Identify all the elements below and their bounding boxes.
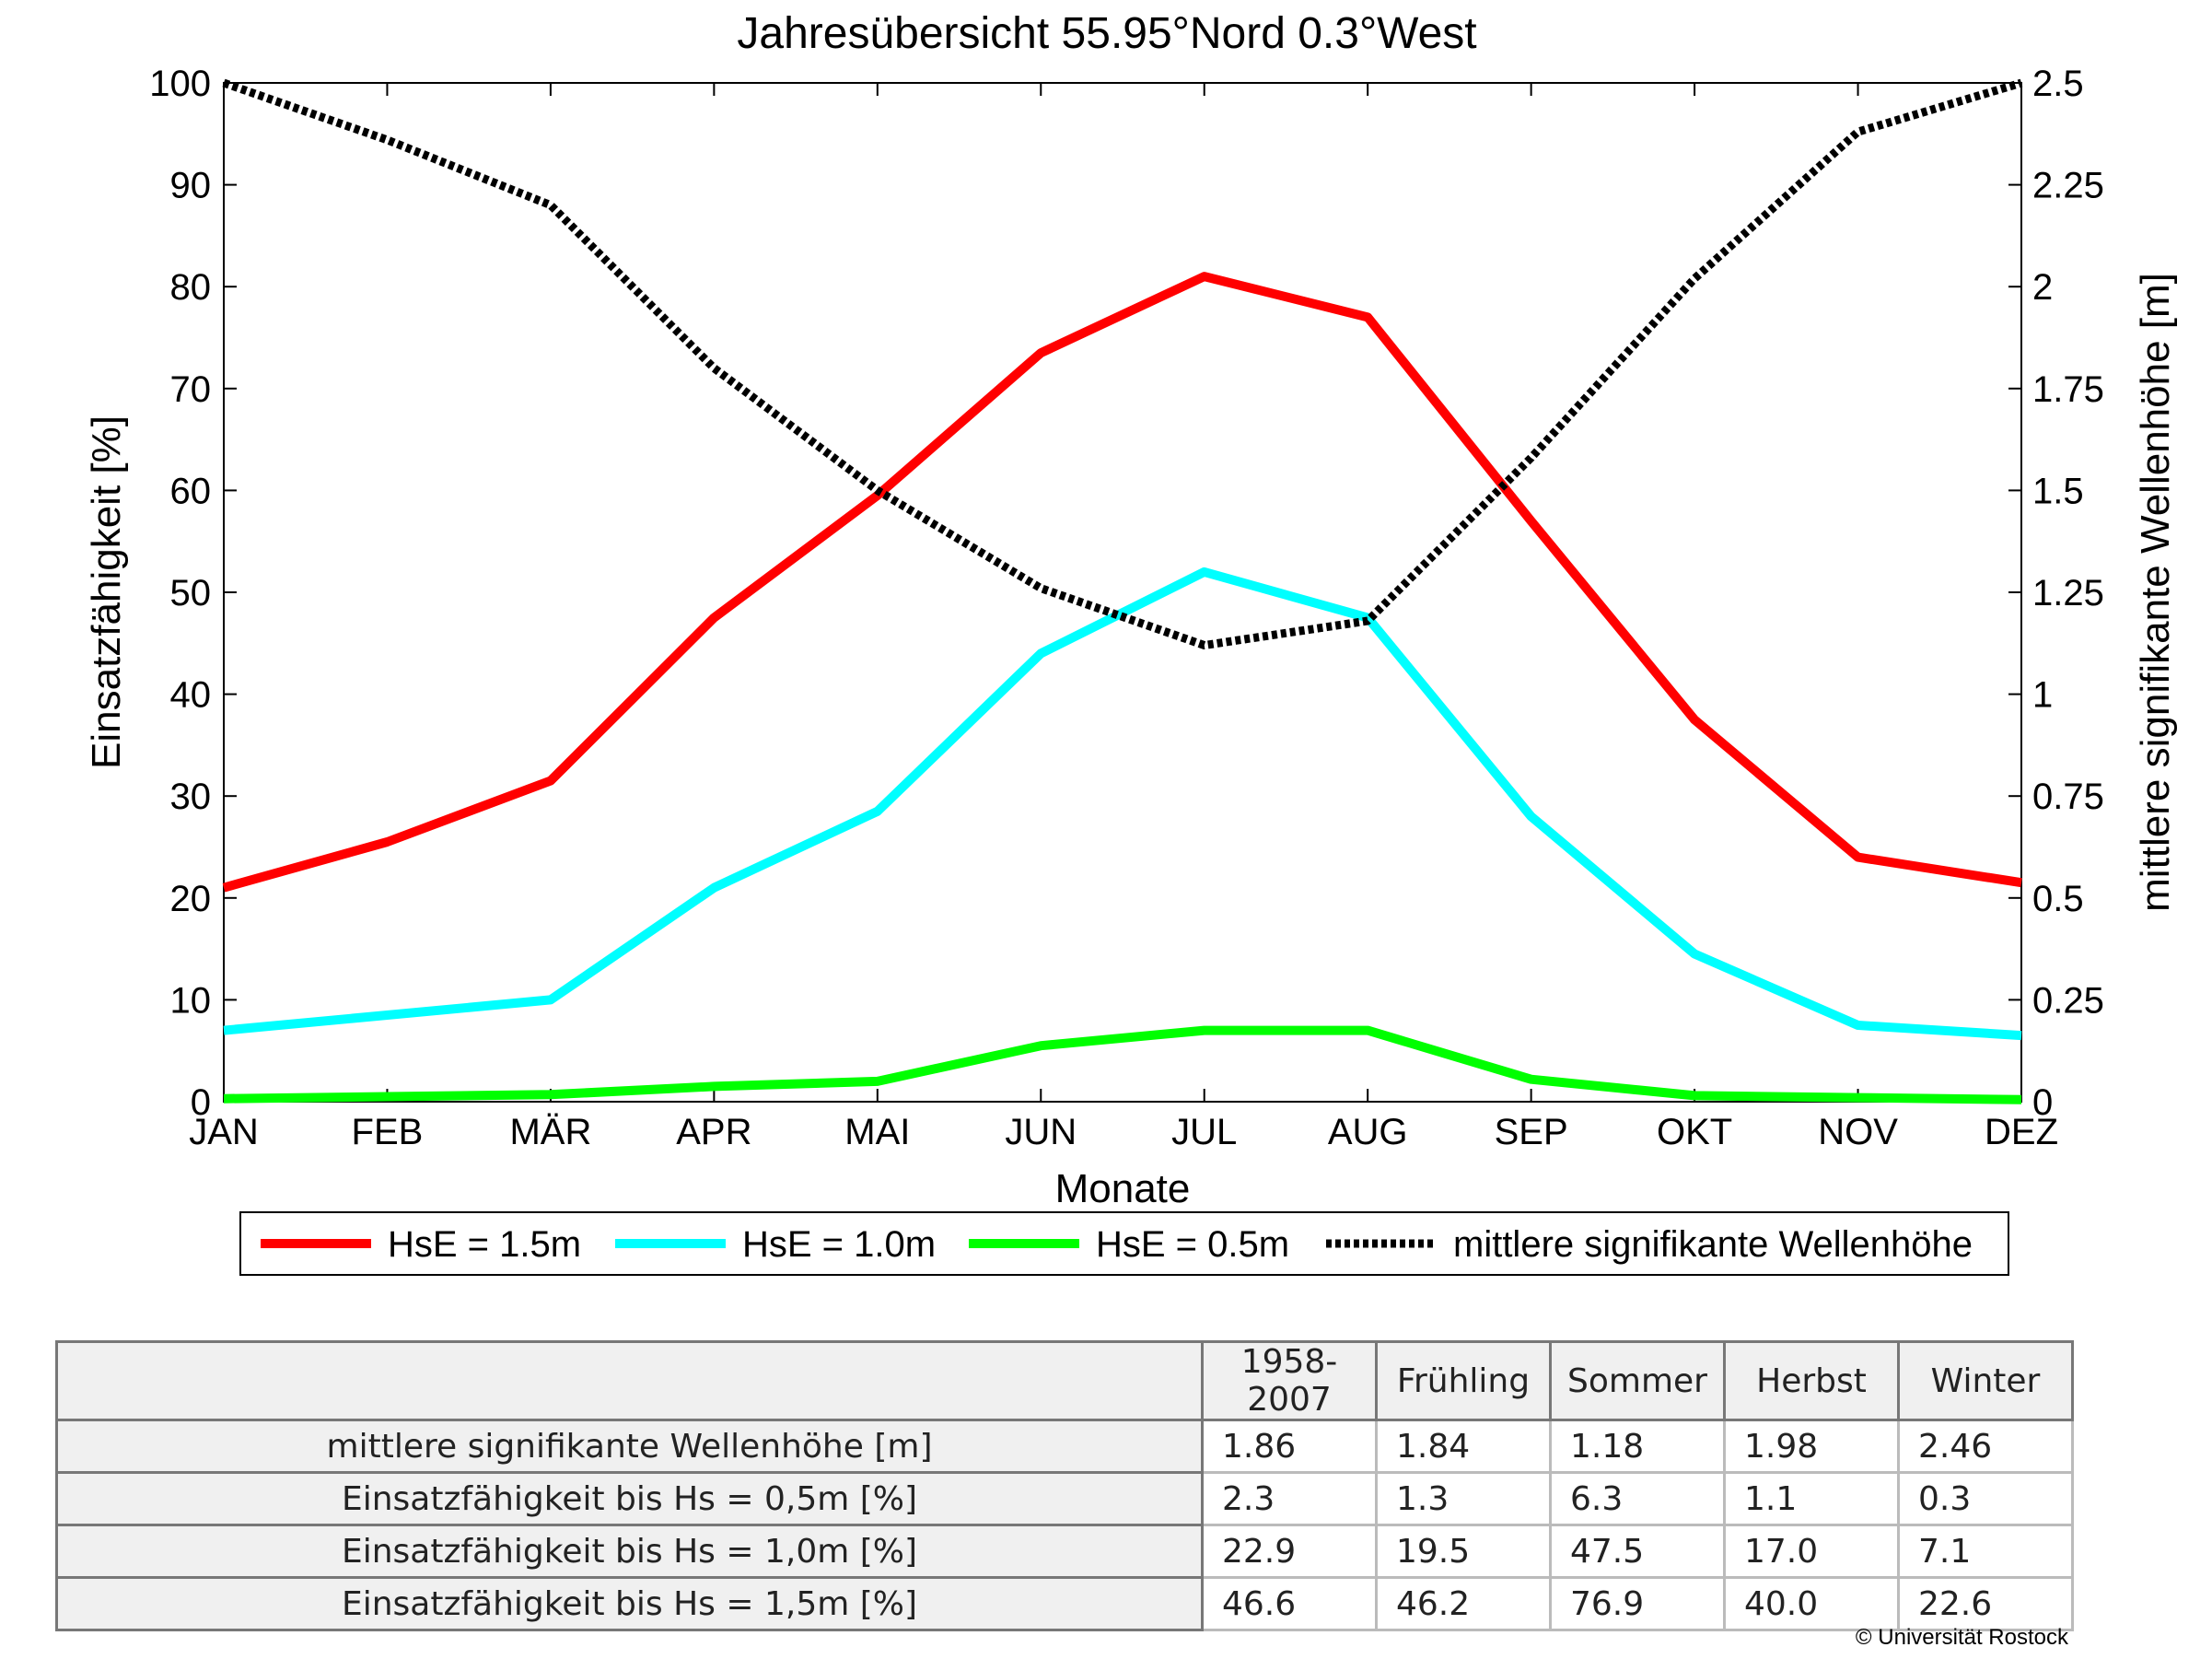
- y-tick-label: 70: [170, 369, 212, 410]
- legend-label: HsE = 1.0m: [742, 1224, 936, 1265]
- legend: HsE = 1.5m HsE = 1.0m HsE = 0.5m mittlere s…: [261, 1224, 1973, 1265]
- legend-label: HsE = 0.5m: [1096, 1224, 1289, 1265]
- y2-tick-label: 1.5: [2032, 471, 2084, 511]
- y-tick-label: 60: [170, 471, 212, 511]
- legend-label: HsE = 1.5m: [388, 1224, 581, 1265]
- table-header-summer: Sommer: [1549, 1340, 1726, 1421]
- table-row: mittlere signifikante Wellenhöhe [m] 1.8…: [55, 1419, 2074, 1474]
- table-cell: 1.18: [1549, 1419, 1726, 1474]
- table-cell: 0.3: [1897, 1471, 2074, 1526]
- x-tick-label: JAN: [189, 1112, 259, 1152]
- table-cell: 17.0: [1723, 1524, 1900, 1579]
- y-tick-label: 10: [170, 980, 212, 1021]
- table-cell: 1.1: [1723, 1471, 1900, 1526]
- y-tick-label: 50: [170, 573, 212, 613]
- table-cell: 40.0: [1723, 1576, 1900, 1631]
- x-tick-label: MAI: [844, 1112, 910, 1152]
- x-tick-label: JUN: [1005, 1112, 1077, 1152]
- y2-tick-label: 2: [2032, 267, 2053, 308]
- table-cell: 76.9: [1549, 1576, 1726, 1631]
- table-cell: 46.2: [1375, 1576, 1552, 1631]
- table-header-period: 1958-2007: [1201, 1340, 1378, 1421]
- y2-tick-label: 0: [2032, 1082, 2053, 1123]
- y-tick-label: 80: [170, 267, 212, 308]
- copyright-notice: © Universität Rostock: [1855, 1625, 2068, 1650]
- y2-tick-label: 0.25: [2032, 980, 2104, 1021]
- y-tick-label: 40: [170, 675, 212, 716]
- table-cell: 1.3: [1375, 1471, 1552, 1526]
- y2-tick-label: 1.25: [2032, 573, 2104, 613]
- y-tick-label: 90: [170, 166, 212, 206]
- axis-ticks: JAN FEB MÄR APR MAI JUN JUL AUG SEP OKT NOV DEZ0102…: [149, 64, 2104, 1152]
- summary-table-wrap: 1958-2007 Frühling Sommer Herbst Winter …: [55, 1340, 2074, 1631]
- y2-tick-label: 0.5: [2032, 879, 2084, 919]
- x-tick-label: DEZ: [1985, 1112, 2058, 1152]
- series-group: [222, 78, 2023, 1104]
- series-line: [222, 78, 2023, 649]
- table-header-row: 1958-2007 Frühling Sommer Herbst Winter: [55, 1340, 2074, 1421]
- y-axis-label: Einsatzfähigkeit [%]: [84, 415, 129, 769]
- table-cell: 7.1: [1897, 1524, 2074, 1579]
- y-tick-label: 0: [191, 1082, 211, 1123]
- y2-axis-label: mittlere signifikante Wellenhöhe [m]: [2133, 273, 2178, 912]
- table-cell: 2.46: [1897, 1419, 2074, 1474]
- table-header-winter: Winter: [1897, 1340, 2074, 1421]
- table-header-corner: [55, 1340, 1204, 1421]
- table-header-autumn: Herbst: [1723, 1340, 1900, 1421]
- plot-frame: [223, 82, 2022, 1103]
- x-tick-label: AUG: [1328, 1112, 1408, 1152]
- series-line: [222, 272, 2022, 893]
- table-cell: 1.86: [1201, 1419, 1378, 1474]
- y2-tick-label: 1: [2032, 675, 2053, 716]
- x-tick-label: NOV: [1818, 1112, 1898, 1152]
- x-tick-label: MÄR: [509, 1112, 591, 1152]
- table-cell: 1.84: [1375, 1419, 1552, 1474]
- y-tick-label: 30: [170, 777, 212, 817]
- chart-title: Jahresübersicht 55.95°Nord 0.3°West: [737, 9, 1476, 58]
- series-line: [223, 1025, 2022, 1104]
- table-row: Einsatzfähigkeit bis Hs = 1,0m [%] 22.9 …: [55, 1524, 2074, 1579]
- x-tick-label: FEB: [352, 1112, 424, 1152]
- x-tick-label: JUL: [1171, 1112, 1237, 1152]
- x-tick-label: APR: [676, 1112, 751, 1152]
- chart: Jahresübersicht 55.95°Nord 0.3°West JAN F…: [84, 9, 2178, 1276]
- x-tick-label: SEP: [1495, 1112, 1568, 1152]
- table-cell: 6.3: [1549, 1471, 1726, 1526]
- y-tick-label: 20: [170, 879, 212, 919]
- table-row-label: Einsatzfähigkeit bis Hs = 0,5m [%]: [55, 1471, 1204, 1526]
- table-cell: 19.5: [1375, 1524, 1552, 1579]
- y2-tick-label: 2.25: [2032, 166, 2104, 206]
- table-cell: 46.6: [1201, 1576, 1378, 1631]
- table-cell: 22.6: [1897, 1576, 2074, 1631]
- legend-label: mittlere signifikante Wellenhöhe: [1453, 1224, 1973, 1265]
- table-row-label: Einsatzfähigkeit bis Hs = 1,5m [%]: [55, 1576, 1204, 1631]
- table-cell: 2.3: [1201, 1471, 1378, 1526]
- table-cell: 47.5: [1549, 1524, 1726, 1579]
- x-axis-label: Monate: [1055, 1166, 1191, 1211]
- table-row-label: mittlere signifikante Wellenhöhe [m]: [55, 1419, 1204, 1474]
- table-header-spring: Frühling: [1375, 1340, 1552, 1421]
- table-row-label: Einsatzfähigkeit bis Hs = 1,0m [%]: [55, 1524, 1204, 1579]
- x-tick-label: OKT: [1657, 1112, 1732, 1152]
- table-row: Einsatzfähigkeit bis Hs = 1,5m [%] 46.6 …: [55, 1576, 2074, 1631]
- legend-box: [239, 1211, 2009, 1276]
- y2-tick-label: 2.5: [2032, 64, 2084, 104]
- summary-table: 1958-2007 Frühling Sommer Herbst Winter …: [55, 1340, 2074, 1631]
- y-tick-label: 100: [149, 64, 211, 104]
- y2-tick-label: 0.75: [2032, 777, 2104, 817]
- table-cell: 22.9: [1201, 1524, 1378, 1579]
- table-row: Einsatzfähigkeit bis Hs = 0,5m [%] 2.3 1…: [55, 1471, 2074, 1526]
- y2-tick-label: 1.75: [2032, 369, 2104, 410]
- table-cell: 1.98: [1723, 1419, 1900, 1474]
